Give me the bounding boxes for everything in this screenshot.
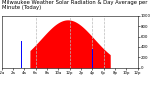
Text: Milwaukee Weather Solar Radiation & Day Average per Minute (Today): Milwaukee Weather Solar Radiation & Day … xyxy=(2,0,147,10)
